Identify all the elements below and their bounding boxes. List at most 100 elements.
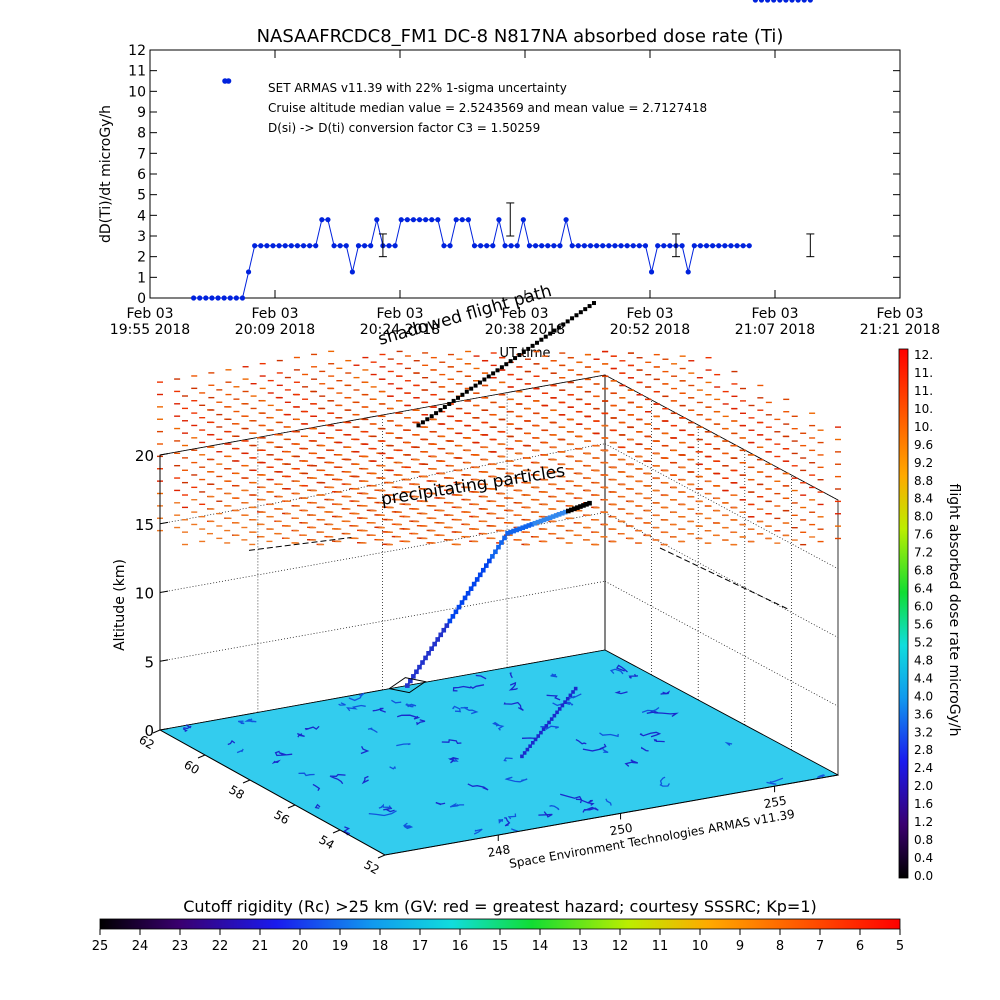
rigidity-colorbar-ticks: 25 24 23 22 21 20 19 18 17 16 15 14 13 12 11 10 9 8 7 6 5 [92,929,904,954]
flight-point [447,618,453,624]
contour-line [507,813,517,820]
data-point [697,243,704,249]
shadow-point [517,353,522,358]
ground-track-point [565,696,570,701]
shadow-point [565,319,570,324]
flight-point [441,627,447,633]
data-point [545,243,551,249]
data-point [423,217,429,223]
data-point [728,243,734,249]
dose-colorbar-tick-label: 1.2 [914,815,933,829]
data-point [630,243,636,249]
shadow-point [530,343,535,348]
latitude-tick-label: 52 [362,857,382,877]
contour-line [582,806,599,813]
shadow-point [513,356,518,361]
ground-track-point [539,730,543,735]
data-point [300,243,307,249]
dose-colorbar-tick-label: 0.0 [914,869,933,883]
data-point [685,269,691,275]
rigidity-colorbar-tick-label: 7 [816,939,824,954]
dose-colorbar-tick-label: 10. [914,402,933,416]
y-axis-label: dD(Ti)/dt microGy/h [98,105,114,243]
rigidity-colorbar-tick-label: 14 [532,939,549,954]
flight-point [429,646,434,651]
dose-colorbar: 0.0 0.4 0.8 1.2 1.6 2.0 2.4 2.8 3.2 3.6 4.0 4.4 4.8 5… [898,348,962,883]
data-point [734,243,740,249]
data-point [264,243,270,249]
flight-point [505,531,510,536]
flight-point [565,508,571,514]
data-point [307,243,313,249]
contour-line [467,783,489,791]
rigidity-colorbar-tick-label: 13 [572,939,589,954]
x-tick-label: 20:24 2018 [360,322,440,338]
altitude-axis: 0 5 10 15 20 [135,447,169,740]
dose-colorbar-tick-label: 4.4 [914,671,933,685]
contour-line [579,799,595,806]
contour-line [549,805,560,811]
shadow-point [482,377,487,382]
contour-line [378,803,391,809]
wall-grid-line [604,374,839,501]
data-point [764,0,771,3]
rigidity-colorbar: Cutoff rigidity (Rc) >25 km (GV: red = g… [92,897,904,954]
data-point [514,243,520,249]
data-point [758,0,765,3]
rigidity-colorbar-tick-label: 25 [92,939,109,954]
dose-colorbar-tick-label: 6.0 [914,600,933,614]
data-point [337,243,343,249]
x-tick-label: 21:07 2018 [735,322,815,338]
latitude-tick-label: 58 [227,782,247,802]
dose-colorbar-tick-label: 10. [914,420,933,434]
latitude-tick-label: 62 [137,732,157,752]
dose-colorbar-label: flight absorbed dose rate microGy/h [946,484,962,737]
flight-point [414,669,419,675]
flight-point [450,614,456,619]
flight-point [487,558,492,564]
contour-line [237,720,245,725]
dose-colorbar-tick-label: 2.4 [914,761,933,775]
contour-line [338,702,346,706]
shadow-point [583,307,588,312]
contour-line [653,738,665,743]
contour-line [312,783,321,792]
shadow-point [548,331,553,336]
dose-colorbar-ticks: 0.0 0.4 0.8 1.2 1.6 2.0 2.4 2.8 3.2 3.6 4.0 4.4 4.8 5… [914,348,933,883]
latitude-axis: 62 60 58 56 54 52 [137,729,386,877]
flight-point [456,604,462,610]
shadow-point [552,328,557,333]
flight-point [578,504,583,509]
rigidity-colorbar-label: Cutoff rigidity (Rc) >25 km (GV: red = g… [183,897,817,916]
flight-point [465,591,471,596]
dose-colorbar-tick-label: 2.8 [914,743,933,757]
flight-point [459,600,465,605]
y-tick-label: 5 [137,188,146,204]
shadow-point [587,304,592,309]
data-point [319,217,325,223]
shadow-point [460,392,465,397]
rigidity-colorbar-tick-label: 23 [172,939,189,954]
shadow-point [473,383,478,388]
surface-contours [182,664,825,836]
flight-point [587,500,592,506]
shadow-point [464,389,469,394]
shadow-point [508,359,513,364]
contour-line [244,718,257,723]
data-point [191,295,197,301]
shadow-point [434,411,439,416]
flight-point [496,544,501,550]
data-point [325,217,331,223]
contour-line [441,739,462,744]
rigidity-colorbar-tick-label: 8 [776,939,784,954]
contour-line [368,810,397,817]
latitude-tick-label: 56 [272,807,292,827]
data-point [490,243,496,249]
data-point [471,243,478,249]
data-point [239,295,246,301]
shadow-point [556,325,561,330]
shadow-point [456,395,461,400]
flight-point [520,525,526,531]
